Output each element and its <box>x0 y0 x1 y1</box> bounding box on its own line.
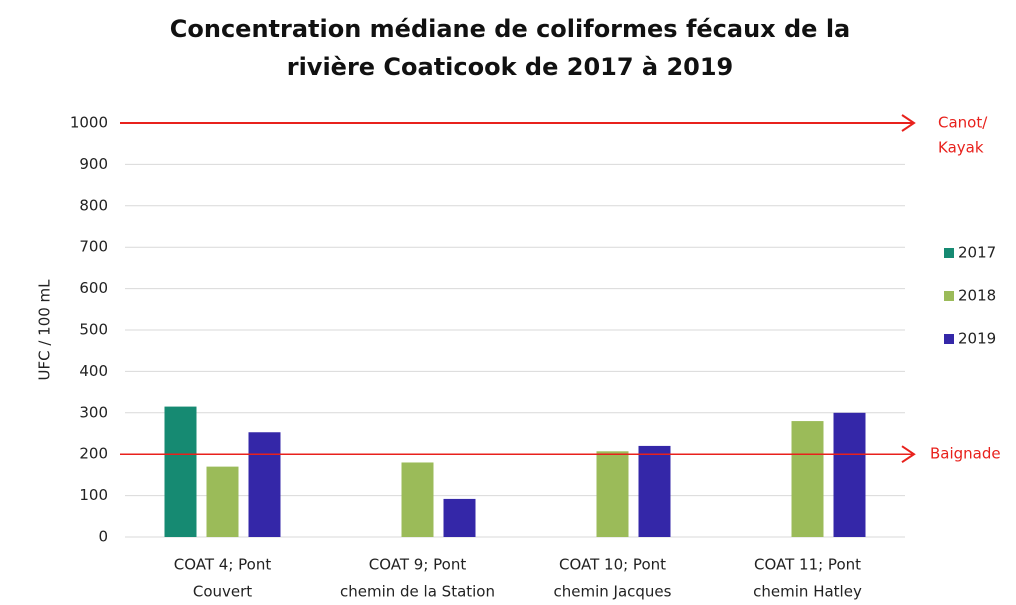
y-tick-label: 600 <box>79 279 108 297</box>
y-tick-label: 100 <box>79 486 108 504</box>
x-tick-label: chemin Jacques <box>554 583 672 601</box>
legend-swatch <box>944 334 954 344</box>
y-axis-label: UFC / 100 mL <box>36 279 54 381</box>
x-tick-label: COAT 4; Pont <box>174 556 272 574</box>
y-tick-label: 800 <box>79 196 108 214</box>
x-tick-label: COAT 9; Pont <box>369 556 467 574</box>
legend-label: 2019 <box>958 330 996 348</box>
bar <box>164 406 197 537</box>
legend-label: 2017 <box>958 244 996 262</box>
bar <box>791 421 824 537</box>
legend-label: 2018 <box>958 287 996 305</box>
y-tick-label: 700 <box>79 238 108 256</box>
legend-swatch <box>944 248 954 258</box>
chart-title: Concentration médiane de coliformes féca… <box>170 15 850 43</box>
y-tick-label: 300 <box>79 403 108 421</box>
y-tick-label: 500 <box>79 321 108 339</box>
y-tick-label: 900 <box>79 155 108 173</box>
y-tick-label: 1000 <box>70 114 108 132</box>
reference-arrow <box>901 114 916 132</box>
bar <box>206 466 239 537</box>
bar <box>638 445 671 537</box>
y-tick-label: 400 <box>79 362 108 380</box>
bar <box>248 432 281 537</box>
reference-label: Canot/ <box>938 114 988 132</box>
bar <box>833 412 866 537</box>
reference-arrow <box>901 445 916 464</box>
chart-title: rivière Coaticook de 2017 à 2019 <box>287 53 734 81</box>
x-tick-label: COAT 11; Pont <box>754 556 861 574</box>
reference-label: Baignade <box>930 445 1001 463</box>
bar <box>401 462 434 537</box>
y-tick-label: 0 <box>98 528 108 546</box>
y-tick-label: 200 <box>79 445 108 463</box>
x-tick-label: COAT 10; Pont <box>559 556 666 574</box>
x-tick-label: Couvert <box>193 583 252 601</box>
bar <box>443 498 476 537</box>
x-tick-label: chemin Hatley <box>753 583 862 601</box>
bar <box>596 451 629 537</box>
legend-swatch <box>944 291 954 301</box>
reference-label: Kayak <box>938 139 984 157</box>
x-tick-label: chemin de la Station <box>340 583 495 601</box>
